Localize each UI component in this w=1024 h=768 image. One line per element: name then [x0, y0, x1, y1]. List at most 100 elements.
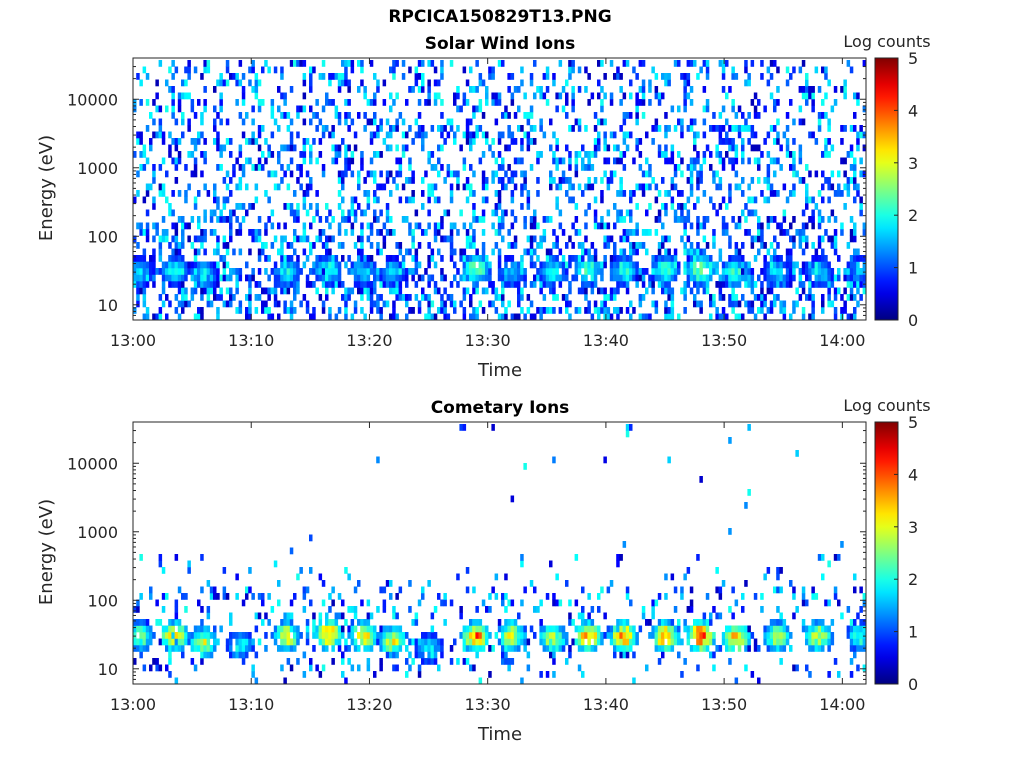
heatmap-cell — [357, 580, 361, 587]
heatmap-cell — [785, 255, 790, 262]
heatmap-cell — [168, 619, 172, 626]
heatmap-cell — [235, 593, 239, 600]
heatmap-cell — [859, 294, 863, 301]
heatmap-cell — [533, 606, 537, 613]
heatmap-cell — [597, 92, 601, 100]
heatmap-cell — [174, 164, 179, 171]
heatmap-cell — [789, 632, 793, 639]
heatmap-cell — [203, 138, 207, 145]
heatmap-cell — [206, 632, 211, 639]
heatmap-cell — [193, 138, 198, 145]
heatmap-cell — [702, 105, 707, 113]
heatmap-cell — [149, 638, 153, 646]
heatmap-cell — [849, 177, 854, 184]
heatmap-cell — [360, 261, 364, 269]
heatmap-cell — [718, 125, 723, 132]
heatmap-cell — [808, 671, 812, 678]
heatmap-cell — [657, 261, 662, 269]
heatmap-cell — [805, 183, 809, 191]
heatmap-cell — [590, 619, 595, 626]
heatmap-cell — [725, 274, 729, 282]
heatmap-cell — [680, 118, 684, 126]
heatmap-cell — [507, 131, 511, 139]
heatmap-cell — [811, 307, 815, 314]
heatmap-cell — [827, 125, 831, 132]
heatmap-cell — [469, 164, 473, 171]
heatmap-cell — [821, 268, 825, 275]
heatmap-cell — [245, 138, 249, 145]
heatmap-cell — [577, 632, 582, 639]
heatmap-cell — [715, 125, 719, 132]
heatmap-cell — [398, 632, 403, 639]
heatmap-cell — [689, 177, 694, 184]
heatmap-cell — [721, 157, 726, 165]
heatmap-cell — [360, 157, 364, 165]
heatmap-cell — [277, 300, 281, 308]
heatmap-cell — [856, 131, 860, 139]
heatmap-cell — [325, 235, 329, 243]
heatmap-cell — [289, 118, 294, 126]
heatmap-cell — [184, 287, 188, 295]
heatmap-cell — [408, 125, 412, 132]
heatmap-cell — [529, 625, 534, 633]
heatmap-cell — [776, 99, 780, 106]
heatmap-cell — [856, 138, 860, 145]
heatmap-cell — [517, 313, 521, 321]
heatmap-cell — [456, 229, 460, 236]
heatmap-cell — [398, 586, 403, 594]
heatmap-cell — [862, 261, 867, 269]
heatmap-cell — [856, 99, 860, 106]
heatmap-cell — [433, 632, 438, 639]
heatmap-cell — [558, 177, 563, 184]
heatmap-cell — [360, 79, 364, 87]
heatmap-cell — [741, 190, 745, 197]
heatmap-cell — [315, 261, 319, 269]
heatmap-cell — [171, 619, 175, 626]
heatmap-cell — [731, 73, 735, 80]
heatmap-cell — [139, 79, 143, 87]
heatmap-cell — [709, 619, 713, 626]
heatmap-cell — [491, 92, 495, 100]
heatmap-cell — [849, 658, 854, 665]
heatmap-cell — [174, 632, 179, 639]
heatmap-cell — [715, 313, 719, 321]
heatmap-cell — [248, 157, 252, 165]
heatmap-cell — [225, 79, 230, 87]
heatmap-cell — [533, 138, 537, 145]
heatmap-cell — [283, 612, 287, 620]
heatmap-cell — [677, 313, 681, 321]
heatmap-cell — [257, 268, 262, 275]
heatmap-cell — [481, 645, 486, 652]
heatmap-cell — [283, 170, 287, 178]
heatmap-cell — [731, 164, 735, 171]
heatmap-cell — [827, 287, 831, 295]
heatmap-cell — [747, 307, 751, 314]
heatmap-cell — [376, 131, 380, 139]
heatmap-cell — [677, 261, 681, 269]
heatmap-cell — [347, 658, 351, 665]
heatmap-cell — [177, 274, 182, 282]
heatmap-cell — [245, 261, 249, 269]
heatmap-cell — [485, 99, 489, 106]
heatmap-cell — [616, 313, 620, 321]
heatmap-cell — [408, 638, 412, 646]
heatmap-cell — [225, 183, 230, 191]
heatmap-cell — [683, 625, 687, 633]
heatmap-cell — [555, 294, 559, 301]
heatmap-cell — [597, 118, 601, 126]
heatmap-cell — [225, 170, 230, 178]
heatmap-cell — [641, 92, 646, 100]
heatmap-cell — [801, 268, 806, 275]
heatmap-cell — [366, 619, 371, 626]
heatmap-cell — [629, 92, 633, 100]
heatmap-cell — [597, 606, 601, 613]
heatmap-cell — [219, 255, 223, 262]
heatmap-cell — [171, 645, 175, 652]
heatmap-cell — [843, 86, 847, 93]
heatmap-cell — [235, 651, 239, 659]
heatmap-cell — [558, 281, 563, 288]
heatmap-cell — [542, 645, 547, 652]
heatmap-cell — [222, 196, 227, 204]
heatmap-cell — [411, 268, 415, 275]
heatmap-cell — [337, 593, 342, 600]
